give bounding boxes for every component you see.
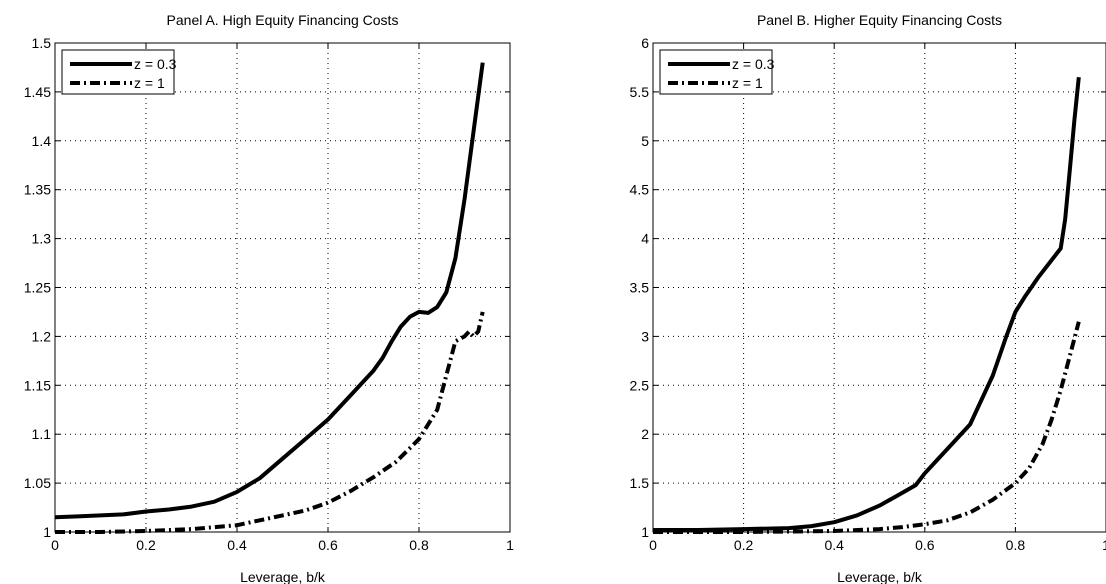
- panel-title: Panel A. High Equity Financing Costs: [167, 12, 399, 28]
- y-tick-label: 6: [641, 35, 649, 51]
- y-tick-label: 1.05: [24, 475, 51, 491]
- y-tick-label: 1.5: [32, 35, 52, 51]
- x-tick-label: 0.6: [318, 537, 338, 553]
- legend-label: z = 1: [134, 75, 165, 91]
- y-tick-label: 1.4: [32, 133, 52, 149]
- x-tick-label: 0.2: [734, 537, 754, 553]
- legend-box: [61, 49, 175, 95]
- x-axis-label: Leverage, b/k: [837, 569, 923, 584]
- y-tick-label: 1.1: [32, 426, 52, 442]
- y-tick-label: 3.5: [630, 280, 650, 296]
- panel-b: Panel B. Higher Equity Financing Costs 0 0…: [630, 12, 1106, 584]
- y-tick-label: 1: [641, 524, 649, 540]
- legend: z = 0.3 z = 1: [61, 49, 177, 95]
- legend: z = 0.3 z = 1: [659, 49, 775, 95]
- series-line-z-0-3: [653, 76, 1081, 532]
- panel-title: Panel B. Higher Equity Financing Costs: [757, 12, 1002, 28]
- y-tick-label: 1.35: [24, 182, 51, 198]
- y-tick-label: 4.5: [630, 182, 650, 198]
- y-tick-label: 3: [641, 328, 649, 344]
- y-tick-label: 2: [641, 426, 649, 442]
- x-tick-label: 0: [51, 537, 59, 553]
- y-tick-label: 1.3: [32, 231, 52, 247]
- series-line-z-1: [55, 311, 485, 534]
- y-tick-label: 1.15: [24, 377, 51, 393]
- x-tick-label: 1: [506, 537, 514, 553]
- y-tick-label: 1: [43, 524, 51, 540]
- legend-label: z = 1: [732, 75, 763, 91]
- y-tick-label: 1.5: [630, 475, 650, 491]
- legend-box: [659, 49, 773, 95]
- panel-a: Panel A. High Equity Financing Costs 0 0.2…: [24, 12, 514, 584]
- legend-label: z = 0.3: [134, 56, 177, 72]
- x-tick-label: 0.4: [227, 537, 247, 553]
- y-tick-label: 2.5: [630, 377, 650, 393]
- y-tick-label: 1.45: [24, 84, 51, 100]
- x-tick-label: 0.8: [1006, 537, 1026, 553]
- y-tick-label: 4: [641, 231, 649, 247]
- y-tick-label: 1.25: [24, 280, 51, 296]
- x-tick-label: 0.6: [915, 537, 935, 553]
- series-line-z-1: [653, 321, 1081, 534]
- legend-label: z = 0.3: [732, 56, 775, 72]
- x-axis-label: Leverage, b/k: [240, 569, 326, 584]
- series-line-z-0-3: [54, 62, 485, 520]
- x-tick-label: 0.8: [409, 537, 429, 553]
- x-tick-label: 0.2: [136, 537, 156, 553]
- y-tick-label: 5.5: [630, 84, 650, 100]
- y-tick-label: 1.2: [32, 328, 52, 344]
- x-tick-label: 1: [1102, 537, 1106, 553]
- y-tick-label: 5: [641, 133, 649, 149]
- x-tick-label: 0.4: [824, 537, 844, 553]
- x-tick-label: 0: [649, 537, 657, 553]
